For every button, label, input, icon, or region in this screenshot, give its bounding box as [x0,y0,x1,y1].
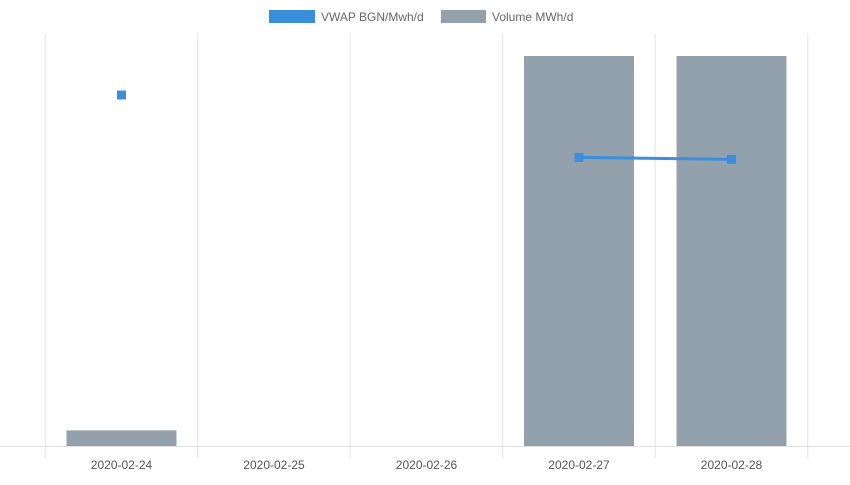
x-axis: 32020-02-242020-02-252020-02-262020-02-2… [91,458,763,472]
vwap-point-2020-02-24 [117,90,126,100]
legend-label: VWAP BGN/Mwh/d [321,10,424,24]
volume-bar-2020-02-28 [676,56,787,446]
legend: VWAP BGN/Mwh/d Volume MWh/d [269,10,573,24]
legend-label: Volume MWh/d [492,10,573,24]
grid [0,34,850,458]
volume-bar-2020-02-24 [66,430,177,446]
legend-item-vwap[interactable]: VWAP BGN/Mwh/d [269,10,424,24]
vwap-line [117,90,736,164]
vwap-point-2020-02-27 [574,152,584,162]
volume-bars [66,56,787,446]
vwap-line-segment [578,155,732,161]
legend-swatch [269,10,315,23]
legend-swatch [441,10,486,23]
vwap-point-2020-02-28 [727,154,736,164]
x-tick-label: 2020-02-26 [396,458,458,472]
x-tick-label: 2020-02-28 [701,458,763,472]
x-tick-label: 2020-02-24 [91,458,153,472]
legend-item-volume[interactable]: Volume MWh/d [441,10,573,24]
x-tick-label: 2020-02-27 [548,458,610,472]
x-tick-label: 2020-02-25 [243,458,305,472]
volume-bar-2020-02-27 [524,56,634,446]
